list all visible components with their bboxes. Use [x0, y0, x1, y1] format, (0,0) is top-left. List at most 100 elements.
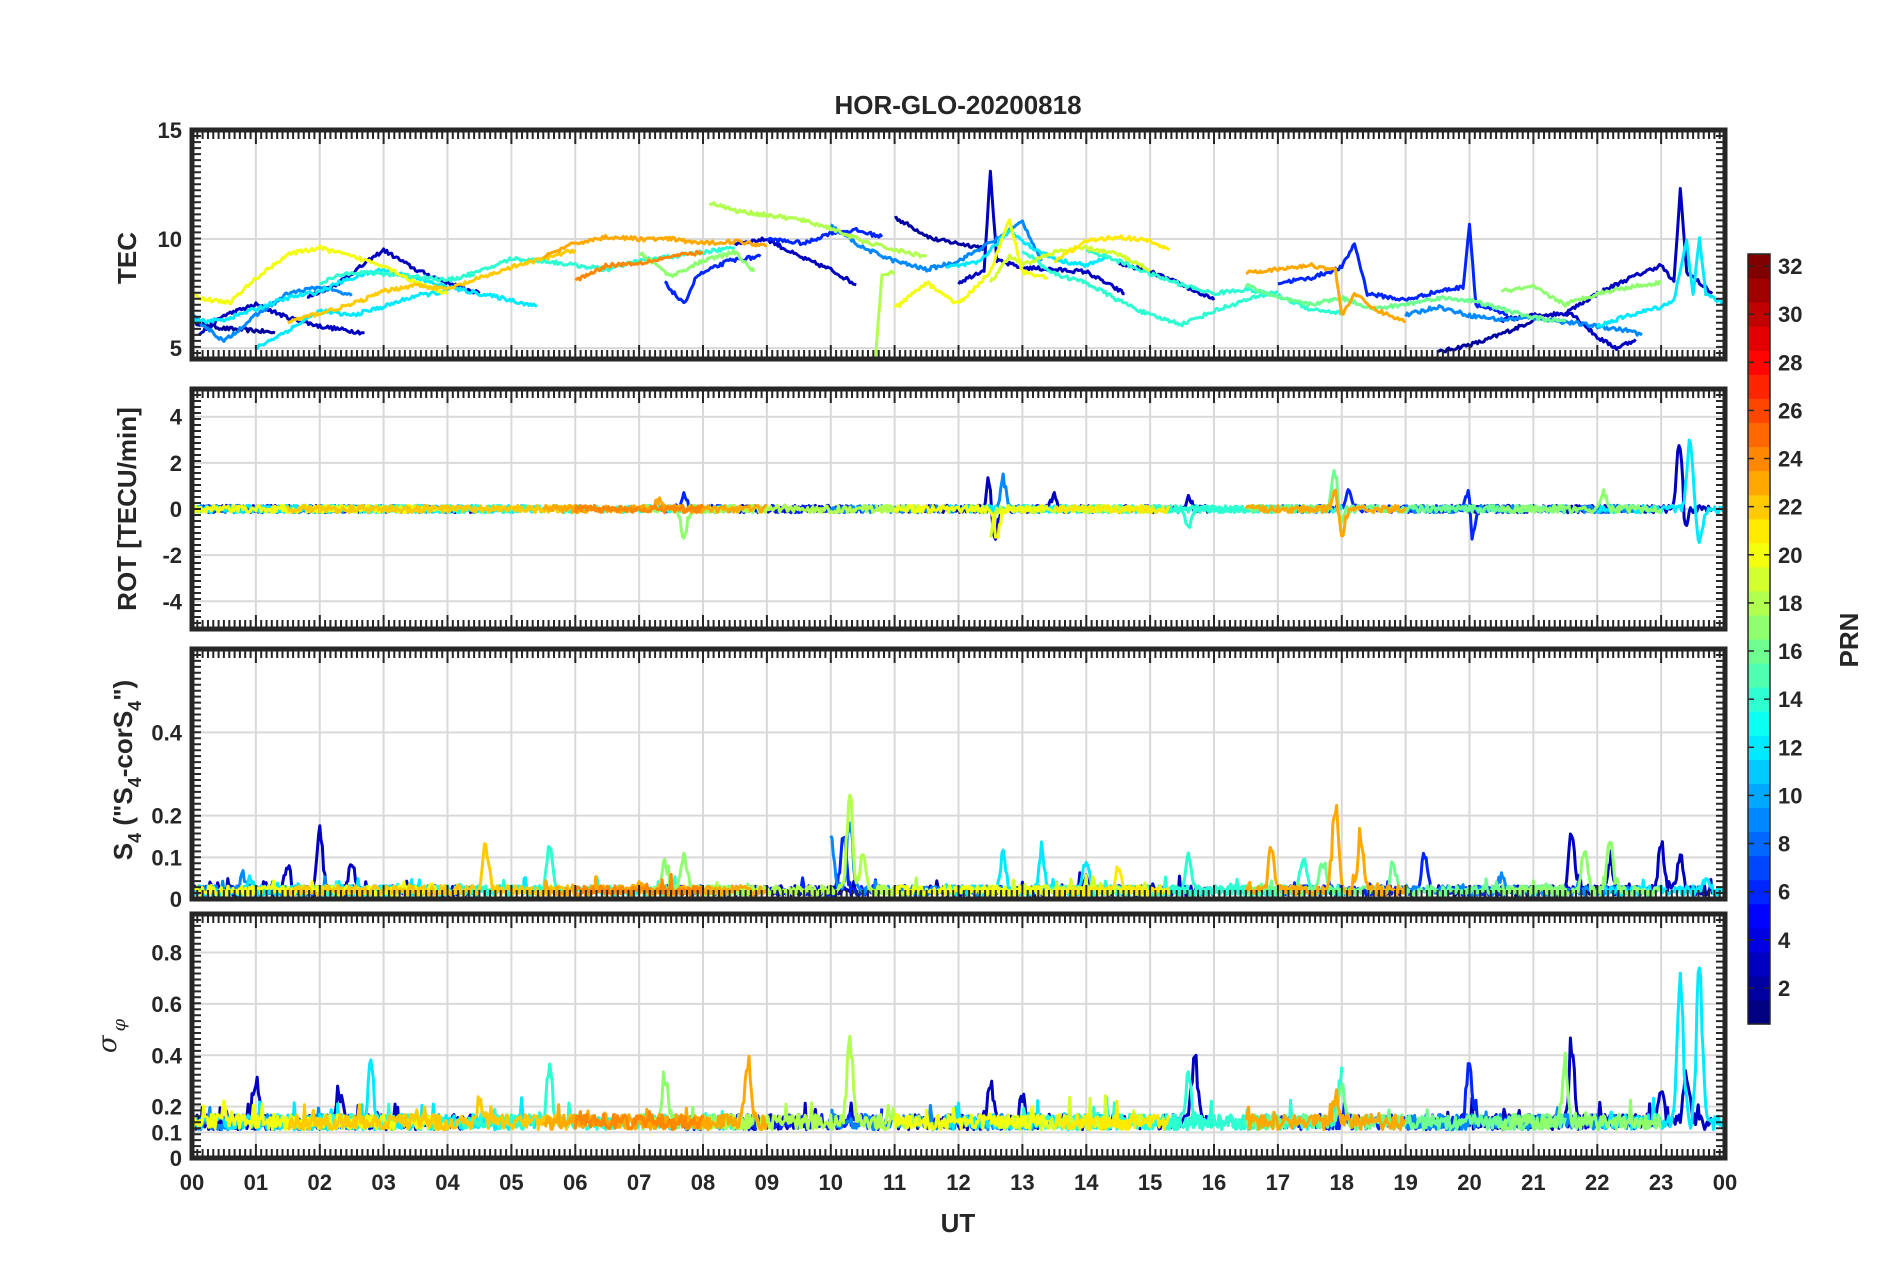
colorbar-tick-label: 24	[1778, 447, 1803, 472]
ytick-label-sigma: 0.8	[151, 941, 182, 966]
colorbar-tick-label: 16	[1778, 639, 1802, 664]
colorbar-segment	[1748, 687, 1770, 712]
series-line-tec-prn-21	[1053, 234, 1171, 264]
colorbar-segment	[1748, 903, 1770, 929]
ytick-label-s4: 0.1	[151, 845, 182, 870]
series-line-rot-prn-21	[1053, 503, 1171, 515]
series-line-rot-prn-20	[893, 503, 1049, 540]
colorbar-segment	[1748, 470, 1770, 496]
series-line-sigma-prn-21	[1053, 1099, 1171, 1132]
colorbar-segment	[1748, 855, 1770, 881]
ytick-label-tec: 5	[170, 336, 182, 361]
series-line-tec-prn-16	[1244, 283, 1567, 323]
panel-sigma-data	[192, 966, 1725, 1132]
colorbar-tick-label: 26	[1778, 398, 1802, 423]
series-line-rot-prn-17	[1500, 488, 1663, 515]
xtick-label: 16	[1202, 1170, 1226, 1195]
colorbar-tick-label: 30	[1778, 302, 1802, 327]
series-line-tec-prn-12	[255, 288, 449, 351]
colorbar-segment	[1748, 807, 1770, 833]
series-line-tec-prn-2	[894, 215, 986, 251]
colorbar-tick-label: 20	[1778, 543, 1802, 568]
panel-sigma-ticks	[191, 913, 1726, 1159]
chart-title: HOR-GLO-20200818	[834, 90, 1081, 120]
ylabel-s4-part-1: 4	[125, 833, 145, 843]
series-line-tec-prn-18	[874, 269, 896, 359]
series-line-tec-prn-12	[945, 229, 1107, 269]
series-line-tec-prn-3	[734, 236, 857, 287]
series-line-s4-prn-23	[1244, 803, 1407, 898]
xtick-label: 15	[1138, 1170, 1162, 1195]
series-line-tec-prn-3	[306, 247, 481, 299]
xtick-label: 00	[180, 1170, 204, 1195]
xtick-label: 05	[499, 1170, 523, 1195]
panel-tec-data	[192, 169, 1725, 359]
series-line-tec-prn-23	[1245, 262, 1406, 324]
colorbar-segment	[1748, 711, 1770, 736]
ytick-label-sigma: 0.6	[151, 992, 182, 1017]
xtick-label: 23	[1649, 1170, 1673, 1195]
xtick-label: 19	[1393, 1170, 1417, 1195]
series-line-rot-prn-18	[874, 503, 897, 513]
series-line-tec-prn-17	[1500, 279, 1663, 308]
xtick-label: 03	[371, 1170, 395, 1195]
colorbar-segment	[1748, 735, 1770, 760]
xtick-label: 12	[946, 1170, 970, 1195]
panel-tec-ticks	[191, 129, 1726, 360]
colorbar-segment	[1748, 590, 1770, 616]
ylabel-s4-part-0: S	[108, 843, 138, 860]
ylabel-s4-part-4: -corS	[108, 711, 138, 777]
xtick-label: 07	[627, 1170, 651, 1195]
series-line-tec-prn-14	[1085, 248, 1343, 316]
series-line-rot-prn-24	[573, 503, 705, 515]
colorbar-segment	[1748, 374, 1770, 399]
panel-s4: 0 0.1 0.2 0.4	[151, 646, 1728, 912]
ylabel-sigma-part-0: σ	[93, 1034, 123, 1053]
xtick-label: 10	[819, 1170, 843, 1195]
series-line-tec-prn-24	[574, 249, 704, 282]
colorbar-segment	[1748, 663, 1770, 688]
xtick-label: 18	[1330, 1170, 1354, 1195]
series-line-tec-prn-14	[1021, 250, 1279, 328]
ytick-label-s4: 0	[170, 887, 182, 912]
colorbar-segment	[1748, 446, 1770, 472]
xtick-label: 00	[1713, 1170, 1737, 1195]
panel-rot: -4 -2 0 2 4	[162, 386, 1728, 632]
series-line-tec-prn-3	[957, 169, 1125, 296]
colorbar-tick-label: 2	[1778, 976, 1790, 1001]
ytick-label-sigma: 0.4	[151, 1043, 182, 1068]
ytick-label-tec: 15	[158, 118, 182, 143]
series-line-tec-prn-12	[1595, 236, 1725, 329]
colorbar-segment	[1748, 975, 1770, 1001]
ytick-label-s4: 0.2	[151, 804, 182, 829]
ytick-label-sigma: 0	[170, 1146, 182, 1171]
series-line-sigma-prn-17	[1499, 1051, 1663, 1132]
colorbar-segment	[1748, 302, 1770, 327]
colorbar-tick-label: 8	[1778, 832, 1790, 857]
xtick-label: 01	[244, 1170, 268, 1195]
series-line-tec-prn-6	[766, 226, 884, 247]
ytick-label-sigma: 0.2	[151, 1095, 182, 1120]
ylabel-sigma-part-1: φ	[109, 1018, 130, 1031]
colorbar-frame	[1747, 253, 1771, 1025]
colorbar-tick-label: 10	[1778, 783, 1802, 808]
ylabel-s4-part-5: 4	[125, 701, 145, 711]
xtick-label: 21	[1521, 1170, 1545, 1195]
colorbar-tick-label: 12	[1778, 735, 1802, 760]
colorbar-segment	[1748, 759, 1770, 784]
panel-s4-ticks	[191, 648, 1726, 900]
colorbar-tick-label: 4	[1778, 928, 1791, 953]
panel-sigma: 00.10.2 0.4 0.6 0.8	[151, 911, 1728, 1171]
xtick-label: 06	[563, 1170, 587, 1195]
colorbar-segment	[1748, 494, 1770, 520]
ylabel-rot: ROT [TECU/min]	[112, 407, 142, 611]
xtick-label: 22	[1585, 1170, 1609, 1195]
series-line-tec-prn-20	[192, 244, 449, 306]
colorbar-segment	[1748, 951, 1770, 977]
ytick-label-rot: 0	[170, 497, 182, 522]
xtick-label: 17	[1266, 1170, 1290, 1195]
colorbar-segment	[1748, 422, 1770, 448]
colorbar-segment	[1748, 278, 1770, 303]
